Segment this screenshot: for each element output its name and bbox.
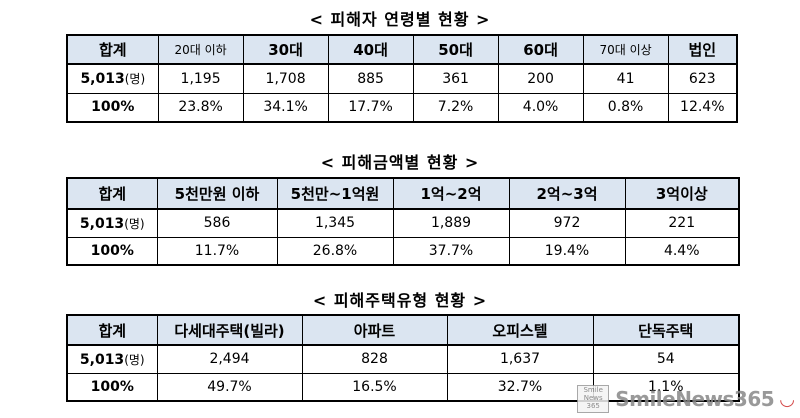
watermark: Smile News 365 SmileNews365 ◡ xyxy=(577,384,794,414)
housing-section-title: < 피해주택유형 현황 > xyxy=(312,291,488,310)
header-30s: 30대 xyxy=(242,34,329,65)
header-50m-100m: 5천만~1억원 xyxy=(276,177,394,210)
age-table: 합계 20대 이하 30대 40대 50대 60대 70대 이상 법인 5,01… xyxy=(66,34,738,123)
percent-cell: 7.2% xyxy=(412,92,499,123)
header-200m-300m: 2억~3억 xyxy=(508,177,626,210)
header-multi-family: 다세대주택(빌라) xyxy=(156,314,303,346)
header-over-300m: 3억이상 xyxy=(624,177,740,210)
count-cell: 885 xyxy=(327,63,414,94)
count-cell: 1,195 xyxy=(157,63,244,94)
percent-cell: 11.7% xyxy=(156,236,278,266)
percent-cell: 16.5% xyxy=(301,372,448,402)
percent-cell: 19.4% xyxy=(508,236,626,266)
count-unit: (명) xyxy=(124,352,145,367)
count-cell: 1,708 xyxy=(242,63,329,94)
header-total: 합계 xyxy=(66,34,159,65)
header-total: 합계 xyxy=(66,314,158,346)
header-detached-house: 단독주택 xyxy=(592,314,740,346)
header-70s-over: 70대 이상 xyxy=(582,34,669,65)
percent-cell: 4.4% xyxy=(624,236,740,266)
count-unit: (명) xyxy=(124,72,146,87)
header-100m-200m: 1억~2억 xyxy=(392,177,510,210)
header-40s: 40대 xyxy=(327,34,414,65)
count-cell: 972 xyxy=(508,208,626,238)
percent-cell: 37.7% xyxy=(392,236,510,266)
percent-cell: 26.8% xyxy=(276,236,394,266)
count-cell: 828 xyxy=(301,344,448,374)
header-60s: 60대 xyxy=(497,34,584,65)
percent-cell: 1.1% xyxy=(592,372,740,402)
header-officetel: 오피스텔 xyxy=(446,314,594,346)
count-cell: 221 xyxy=(624,208,740,238)
percent-cell: 32.7% xyxy=(446,372,594,402)
percent-cell: 0.8% xyxy=(582,92,669,123)
percent-cell: 23.8% xyxy=(157,92,244,123)
header-20s-under: 20대 이하 xyxy=(157,34,244,65)
percent-cell: 4.0% xyxy=(497,92,584,123)
percent-cell: 49.7% xyxy=(156,372,303,402)
count-cell: 41 xyxy=(582,63,669,94)
count-cell: 623 xyxy=(667,63,738,94)
header-apartment: 아파트 xyxy=(301,314,448,346)
percent-cell: 17.7% xyxy=(327,92,414,123)
amount-table: 합계 5천만원 이하 5천만~1억원 1억~2억 2억~3억 3억이상 5,01… xyxy=(66,177,740,266)
header-under-50m: 5천만원 이하 xyxy=(156,177,278,210)
count-total-cell: 5,013(명) xyxy=(66,344,158,374)
percent-cell: 34.1% xyxy=(242,92,329,123)
watermark-text: SmileNews365 xyxy=(615,387,775,411)
watermark-logo: Smile News 365 xyxy=(577,385,610,413)
count-cell: 2,494 xyxy=(156,344,303,374)
housing-table: 합계 다세대주택(빌라) 아파트 오피스텔 단독주택 5,013(명) 2,49… xyxy=(66,314,740,402)
percent-cell: 12.4% xyxy=(667,92,738,123)
header-corporation: 법인 xyxy=(667,34,738,65)
percent-total: 100% xyxy=(66,92,159,123)
count-total: 5,013 xyxy=(80,71,125,88)
header-50s: 50대 xyxy=(412,34,499,65)
count-unit: (명) xyxy=(124,216,145,231)
count-total: 5,013 xyxy=(79,351,125,368)
percent-total: 100% xyxy=(66,236,158,266)
count-cell: 361 xyxy=(412,63,499,94)
smile-mark-icon: ◡ xyxy=(780,388,794,410)
header-total: 합계 xyxy=(66,177,158,210)
count-cell: 54 xyxy=(592,344,740,374)
count-cell: 200 xyxy=(497,63,584,94)
count-total: 5,013 xyxy=(79,215,125,232)
count-cell: 1,637 xyxy=(446,344,594,374)
count-total-cell: 5,013(명) xyxy=(66,208,158,238)
count-cell: 1,889 xyxy=(392,208,510,238)
age-section-title: < 피해자 연령별 현황 > xyxy=(309,10,491,29)
count-total-cell: 5,013(명) xyxy=(66,63,159,94)
count-cell: 1,345 xyxy=(276,208,394,238)
amount-section-title: < 피해금액별 현황 > xyxy=(320,153,480,172)
count-cell: 586 xyxy=(156,208,278,238)
percent-total: 100% xyxy=(66,372,158,402)
